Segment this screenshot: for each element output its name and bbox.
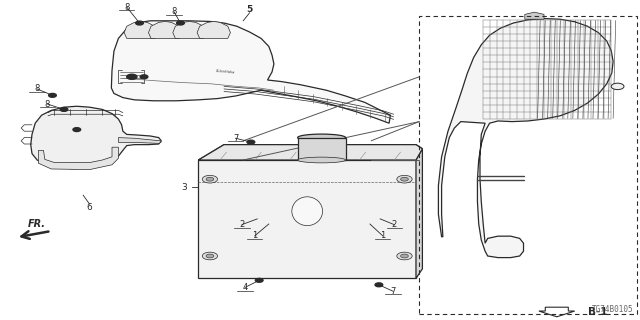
Circle shape xyxy=(206,177,214,181)
Polygon shape xyxy=(118,138,161,143)
Polygon shape xyxy=(173,21,206,38)
Circle shape xyxy=(177,21,184,25)
Polygon shape xyxy=(539,307,575,317)
Polygon shape xyxy=(525,12,544,19)
Polygon shape xyxy=(198,145,422,163)
Text: 7: 7 xyxy=(233,134,238,143)
Circle shape xyxy=(401,177,408,181)
Text: 2: 2 xyxy=(239,220,244,229)
Polygon shape xyxy=(31,106,161,169)
Text: 8: 8 xyxy=(35,84,40,93)
Polygon shape xyxy=(438,19,613,258)
Circle shape xyxy=(397,252,412,260)
Circle shape xyxy=(127,74,137,79)
Text: 7: 7 xyxy=(390,287,396,296)
Polygon shape xyxy=(38,147,118,170)
Circle shape xyxy=(401,254,408,258)
Circle shape xyxy=(49,93,56,97)
Text: BubinHaha: BubinHaha xyxy=(216,69,235,75)
Circle shape xyxy=(136,21,143,25)
Text: 8: 8 xyxy=(45,100,50,108)
Text: 6: 6 xyxy=(87,203,92,212)
Polygon shape xyxy=(416,149,422,278)
Circle shape xyxy=(611,83,624,90)
Circle shape xyxy=(202,252,218,260)
Circle shape xyxy=(255,278,263,282)
Text: 1: 1 xyxy=(380,231,385,240)
Bar xyxy=(419,16,637,314)
Text: 5: 5 xyxy=(246,5,253,14)
Polygon shape xyxy=(148,21,182,38)
Text: 4: 4 xyxy=(243,283,248,292)
Text: 3: 3 xyxy=(182,183,187,192)
Circle shape xyxy=(397,175,412,183)
Polygon shape xyxy=(124,21,157,38)
Ellipse shape xyxy=(298,157,346,163)
Circle shape xyxy=(140,75,148,79)
Text: 8: 8 xyxy=(124,3,129,12)
Polygon shape xyxy=(198,160,416,278)
Text: B-1: B-1 xyxy=(588,307,607,317)
Text: 8: 8 xyxy=(172,7,177,16)
Polygon shape xyxy=(111,21,390,123)
Text: 2: 2 xyxy=(392,220,397,229)
Text: 1: 1 xyxy=(252,231,257,240)
Text: FR.: FR. xyxy=(28,219,46,229)
Circle shape xyxy=(60,108,68,111)
Polygon shape xyxy=(197,21,230,38)
Circle shape xyxy=(73,128,81,132)
Circle shape xyxy=(206,254,214,258)
Ellipse shape xyxy=(298,134,346,141)
Circle shape xyxy=(375,283,383,287)
Ellipse shape xyxy=(292,197,323,226)
Text: TG74B0105: TG74B0105 xyxy=(592,305,634,314)
Circle shape xyxy=(247,140,255,144)
Circle shape xyxy=(202,175,218,183)
Polygon shape xyxy=(198,145,422,160)
Polygon shape xyxy=(298,138,346,160)
